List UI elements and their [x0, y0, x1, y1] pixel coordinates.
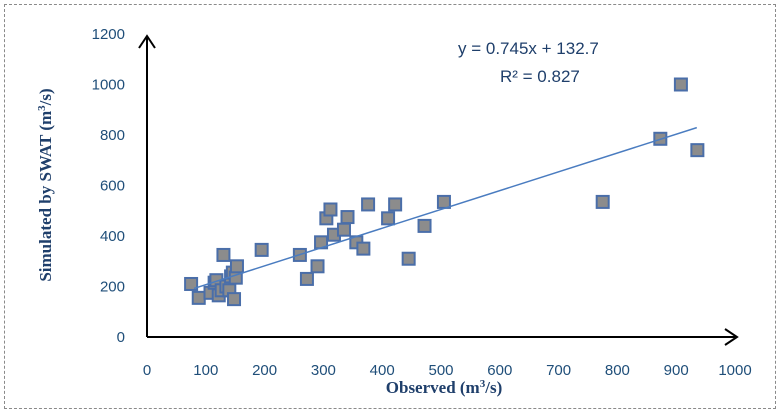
data-point — [216, 247, 231, 262]
trendline — [193, 126, 698, 290]
data-point — [417, 218, 432, 233]
y-tick-label: 0 — [117, 329, 125, 346]
x-tick-label: 900 — [664, 362, 689, 379]
x-tick-label: 300 — [311, 362, 336, 379]
data-point — [388, 197, 403, 212]
x-tick-label: 500 — [428, 362, 453, 379]
x-axis-title: Observed (m3/s) — [386, 378, 502, 397]
data-point — [361, 197, 376, 212]
data-point — [323, 202, 338, 217]
data-point — [381, 211, 396, 226]
x-tick-label: 200 — [252, 362, 277, 379]
data-point — [436, 194, 451, 209]
x-axis-arrow-icon — [724, 328, 739, 346]
x-axis-tick-labels: 0 100 200 300 400 500 600 700 800 900 1000 — [143, 362, 752, 379]
y-tick-label: 800 — [100, 127, 125, 144]
data-point — [184, 276, 199, 291]
x-tick-label: 800 — [605, 362, 630, 379]
data-point — [254, 242, 269, 257]
data-point — [356, 241, 371, 256]
data-point — [336, 222, 351, 237]
data-point — [690, 143, 705, 158]
x-tick-label: 1000 — [718, 362, 751, 379]
y-tick-label: 1200 — [92, 26, 125, 43]
y-axis-arrow-icon — [138, 34, 156, 49]
x-tick-label: 700 — [546, 362, 571, 379]
data-point — [229, 259, 244, 274]
data-points — [184, 77, 705, 307]
y-tick-label: 200 — [100, 279, 125, 296]
r-squared-label: R² = 0.827 — [500, 67, 580, 86]
data-point — [340, 210, 355, 225]
y-tick-label: 400 — [100, 228, 125, 245]
data-point — [310, 259, 325, 274]
y-axis-title: Simulated by SWAT (m3/s) — [36, 88, 55, 281]
y-axis-tick-labels: 0 200 400 600 800 1000 1200 — [92, 26, 125, 346]
y-tick-label: 1000 — [92, 77, 125, 94]
data-point — [595, 194, 610, 209]
data-point — [191, 290, 206, 305]
data-point — [227, 292, 242, 307]
data-point — [299, 271, 314, 286]
data-point — [673, 77, 688, 92]
x-tick-label: 0 — [143, 362, 151, 379]
x-tick-label: 600 — [487, 362, 512, 379]
y-tick-label: 600 — [100, 178, 125, 195]
data-point — [401, 251, 416, 266]
trend-equation: y = 0.745x + 132.7 — [458, 39, 599, 58]
x-tick-label: 100 — [193, 362, 218, 379]
x-tick-label: 400 — [370, 362, 395, 379]
